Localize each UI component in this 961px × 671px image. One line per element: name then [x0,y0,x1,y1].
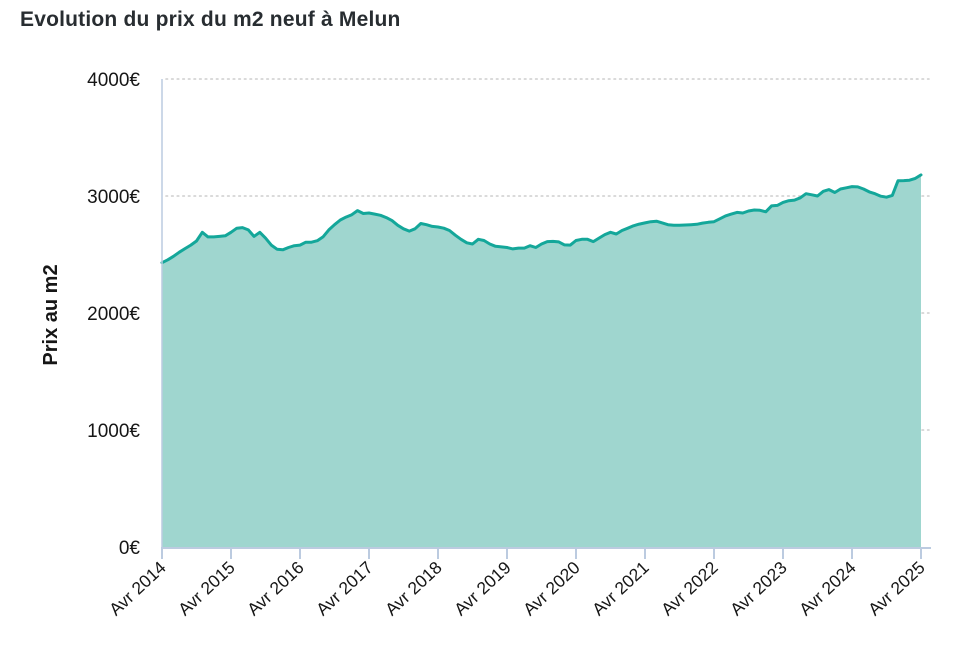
x-tick-label: Avr 2019 [450,557,515,619]
price-line [160,173,923,265]
y-axis-tick-labels: 0€ 1000€ 2000€ 3000€ 4000€ [87,70,140,559]
area-fill [162,174,921,547]
y-tick-label: 1000€ [87,421,140,442]
x-tick-label: Avr 2016 [243,557,308,619]
x-tick-label: Avr 2023 [726,557,791,619]
x-axis-ticks [161,549,922,559]
y-tick-label: 0€ [119,538,141,559]
y-axis-title: Prix au m2 [40,264,62,365]
x-tick-label: Avr 2018 [381,557,446,619]
x-axis-tick-labels: Avr 2014 Avr 2015 Avr 2016 Avr 2017 Avr … [105,557,929,619]
x-tick-label: Avr 2015 [174,557,239,619]
x-tick-label: Avr 2014 [105,557,170,619]
x-tick-label: Avr 2024 [795,557,860,619]
x-tick-label: Avr 2022 [657,557,722,619]
y-tick-label: 3000€ [87,187,140,208]
x-tick-label: Avr 2021 [588,557,653,619]
y-tick-label: 2000€ [87,304,140,325]
x-tick-label: Avr 2020 [519,557,584,619]
chart-title: Evolution du prix du m2 neuf à Melun [20,8,401,31]
x-tick-label: Avr 2017 [312,557,377,619]
y-tick-label: 4000€ [87,70,140,91]
x-tick-label: Avr 2025 [864,557,929,619]
